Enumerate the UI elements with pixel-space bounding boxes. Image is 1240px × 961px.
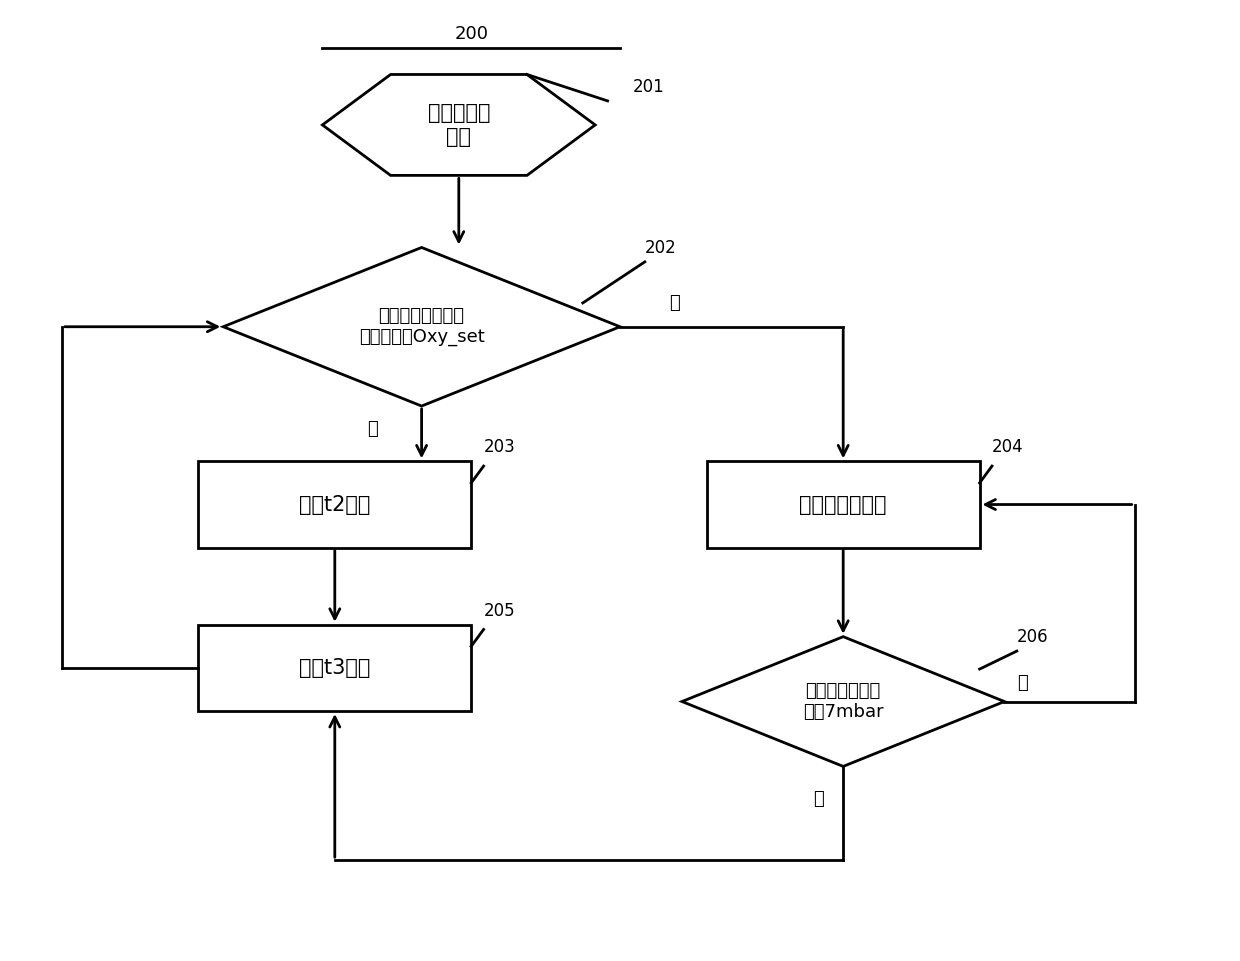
Text: 排气t2时间: 排气t2时间: [299, 495, 371, 514]
Text: 是: 是: [813, 790, 823, 808]
Polygon shape: [322, 74, 595, 175]
Text: 腔体内压力是否
小于7mbar: 腔体内压力是否 小于7mbar: [802, 682, 884, 721]
Polygon shape: [223, 247, 620, 406]
Text: 腔体内氧含量是否
小于设定值Oxy_set: 腔体内氧含量是否 小于设定值Oxy_set: [358, 308, 485, 346]
Text: 是: 是: [670, 294, 681, 312]
Text: 否: 否: [1017, 674, 1028, 692]
Text: 205: 205: [484, 602, 516, 620]
Text: 204: 204: [992, 438, 1024, 456]
Text: 202: 202: [645, 239, 677, 257]
Text: 200: 200: [454, 25, 489, 42]
Polygon shape: [682, 636, 1004, 767]
Bar: [198, 461, 471, 548]
Text: 停止进气和排气: 停止进气和排气: [800, 495, 887, 514]
Bar: [198, 625, 471, 711]
Bar: [707, 461, 980, 548]
Text: 进排气循环
启动: 进排气循环 启动: [428, 104, 490, 146]
Text: 进气t3时间: 进气t3时间: [299, 658, 371, 678]
Text: 201: 201: [632, 78, 665, 96]
Text: 206: 206: [1017, 628, 1049, 646]
Text: 否: 否: [367, 421, 377, 438]
Text: 203: 203: [484, 438, 516, 456]
